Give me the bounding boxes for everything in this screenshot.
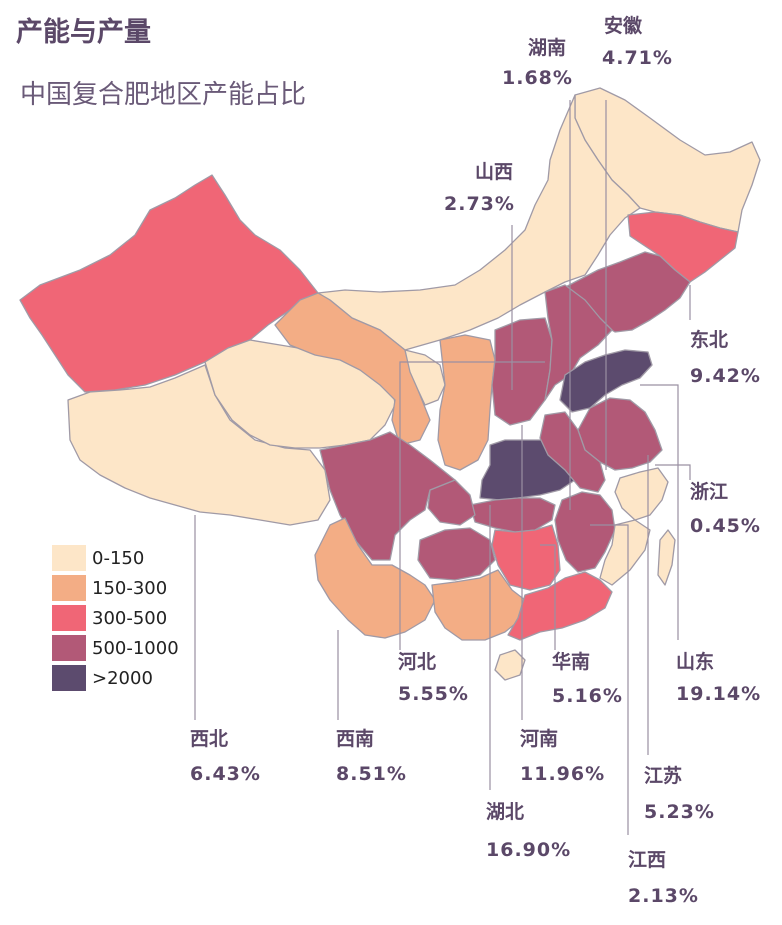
label-hunan-name: 湖南 xyxy=(528,37,566,59)
legend-label: >2000 xyxy=(92,667,153,689)
label-huanan-name: 华南 xyxy=(552,650,590,673)
label-jiangsu-percent: 5.23% xyxy=(644,801,715,823)
legend-swatch xyxy=(52,545,86,571)
leader-huanan xyxy=(540,544,556,650)
legend-swatch xyxy=(52,665,86,691)
chart-subtitle: 中国复合肥地区产能占比 xyxy=(20,80,307,110)
province-zhejiang xyxy=(614,467,669,521)
label-xibei-percent: 6.43% xyxy=(190,763,261,785)
province-anhui xyxy=(539,411,606,493)
province-shaanxi xyxy=(437,334,496,471)
leader-jiangxi xyxy=(590,524,629,835)
region-labels: 湖南 1.68% 安徽 4.71% 山西 2.73% 东北 9.42% 浙江 0… xyxy=(190,14,761,907)
leader-zhejiang xyxy=(655,464,691,480)
label-xibei-name: 西北 xyxy=(190,728,228,750)
legend-label: 300-500 xyxy=(92,607,168,629)
province-gansu xyxy=(274,292,431,446)
province-jiangxi xyxy=(554,491,616,573)
label-zhejiang-percent: 0.45% xyxy=(690,515,761,537)
label-hebei-name: 河北 xyxy=(398,651,436,673)
legend-label: 0-150 xyxy=(92,547,145,569)
label-henan-name: 河南 xyxy=(520,728,558,750)
province-guizhou xyxy=(417,527,496,581)
map-legend: 0-150 150-300 300-500 500-1000 >2000 xyxy=(52,543,179,693)
province-tibet xyxy=(67,364,331,526)
province-jilin xyxy=(627,211,739,283)
leader-shandong xyxy=(640,384,679,640)
province-qinghai xyxy=(204,339,396,449)
label-dongbei-name: 东北 xyxy=(690,328,728,351)
province-inner-mongolia xyxy=(317,94,641,351)
label-dongbei-percent: 9.42% xyxy=(690,365,761,387)
province-ningxia xyxy=(404,349,446,406)
legend-swatch xyxy=(52,575,86,601)
legend-item: 300-500 xyxy=(52,603,179,633)
label-anhui-name: 安徽 xyxy=(604,14,643,37)
province-hainan xyxy=(494,649,526,681)
label-shanxi-percent: 2.73% xyxy=(444,193,515,215)
label-xinan-percent: 8.51% xyxy=(336,763,407,785)
legend-swatch xyxy=(52,605,86,631)
province-hebei xyxy=(544,284,613,401)
legend-label: 150-300 xyxy=(92,577,168,599)
label-shandong-percent: 19.14% xyxy=(676,683,761,705)
legend-swatch xyxy=(52,635,86,661)
label-huanan-percent: 5.16% xyxy=(552,685,623,707)
chart-title: 产能与产量 xyxy=(16,17,151,48)
label-henan-percent: 11.96% xyxy=(520,763,605,785)
label-anhui-percent: 4.71% xyxy=(602,47,673,69)
province-yunnan xyxy=(314,517,436,639)
legend-item: 500-1000 xyxy=(52,633,179,663)
legend-label: 500-1000 xyxy=(92,637,179,659)
province-shapes xyxy=(19,87,761,681)
province-guangdong xyxy=(507,571,613,641)
label-hebei-percent: 5.55% xyxy=(398,683,469,705)
province-fujian xyxy=(599,519,651,586)
province-hubei xyxy=(469,497,556,533)
label-hubei-name: 湖北 xyxy=(486,801,524,823)
province-taiwan xyxy=(657,529,676,586)
label-jiangxi-percent: 2.13% xyxy=(628,885,699,907)
province-chongqing xyxy=(427,479,476,526)
label-xinan-name: 西南 xyxy=(336,728,374,750)
label-hubei-percent: 16.90% xyxy=(486,839,571,861)
label-zhejiang-name: 浙江 xyxy=(690,480,728,503)
legend-item: >2000 xyxy=(52,663,179,693)
province-shanxi xyxy=(491,317,553,426)
label-hunan-percent: 1.68% xyxy=(502,67,573,89)
leader-hebei xyxy=(399,361,545,650)
label-jiangxi-name: 江西 xyxy=(628,849,666,871)
label-shanxi-name: 山西 xyxy=(475,161,513,183)
label-shandong-name: 山东 xyxy=(676,650,714,673)
legend-item: 0-150 xyxy=(52,543,179,573)
label-jiangsu-name: 江苏 xyxy=(644,764,682,787)
legend-item: 150-300 xyxy=(52,573,179,603)
leader-lines xyxy=(194,100,691,835)
